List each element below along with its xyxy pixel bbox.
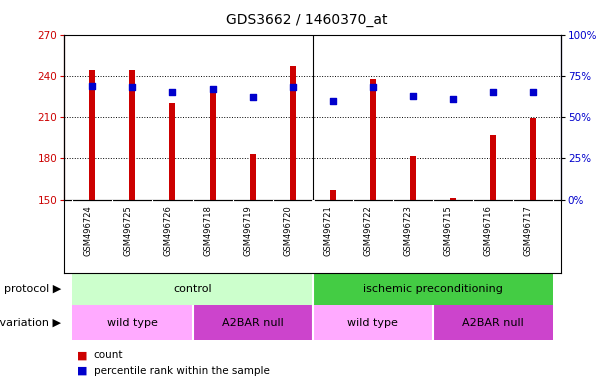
Text: GSM496724: GSM496724 (83, 205, 93, 256)
Text: GSM496717: GSM496717 (524, 205, 533, 257)
Text: GSM496720: GSM496720 (284, 205, 292, 256)
Bar (409, 156, 416, 200)
Text: GSM496725: GSM496725 (123, 205, 132, 256)
Bar (313, 273, 553, 305)
Text: GSM496722: GSM496722 (364, 205, 373, 256)
Point (88, 83, 97, 89)
Point (408, 93, 417, 99)
Bar (530, 119, 536, 200)
Bar (192, 305, 313, 340)
Point (328, 98, 338, 104)
Text: count: count (94, 350, 123, 360)
Text: A2BAR null: A2BAR null (462, 318, 524, 328)
Text: GSM496723: GSM496723 (404, 205, 413, 257)
Bar (249, 154, 256, 200)
Text: GSM496716: GSM496716 (484, 205, 493, 257)
Text: ■: ■ (77, 366, 87, 376)
Bar (89, 70, 96, 200)
Point (528, 89, 538, 96)
Text: GSM496721: GSM496721 (324, 205, 333, 256)
Text: ischemic preconditioning: ischemic preconditioning (363, 284, 503, 294)
Text: GSM496715: GSM496715 (444, 205, 453, 256)
Text: control: control (173, 284, 212, 294)
Point (128, 84, 137, 91)
Bar (370, 79, 376, 200)
Point (208, 86, 218, 92)
Text: wild type: wild type (107, 318, 158, 328)
Bar (129, 70, 135, 200)
Bar (289, 66, 295, 200)
Text: wild type: wild type (347, 318, 398, 328)
Bar (169, 103, 175, 200)
Point (448, 96, 458, 102)
Text: GSM496718: GSM496718 (204, 205, 213, 257)
Text: GDS3662 / 1460370_at: GDS3662 / 1460370_at (226, 13, 387, 27)
Bar (72, 273, 313, 305)
Point (287, 84, 297, 91)
Point (167, 89, 177, 96)
Bar (313, 305, 433, 340)
Bar (490, 135, 496, 200)
Text: A2BAR null: A2BAR null (222, 318, 283, 328)
Text: GSM496719: GSM496719 (243, 205, 253, 256)
Point (368, 84, 378, 91)
Bar (433, 305, 553, 340)
Text: protocol ▶: protocol ▶ (4, 284, 61, 294)
Point (488, 89, 498, 96)
Bar (72, 305, 192, 340)
Text: percentile rank within the sample: percentile rank within the sample (94, 366, 270, 376)
Text: genotype/variation ▶: genotype/variation ▶ (0, 318, 61, 328)
Bar (330, 190, 336, 200)
Bar (210, 88, 216, 200)
Point (248, 94, 257, 100)
Text: GSM496726: GSM496726 (164, 205, 172, 257)
Bar (450, 198, 456, 200)
Text: ■: ■ (77, 350, 87, 360)
